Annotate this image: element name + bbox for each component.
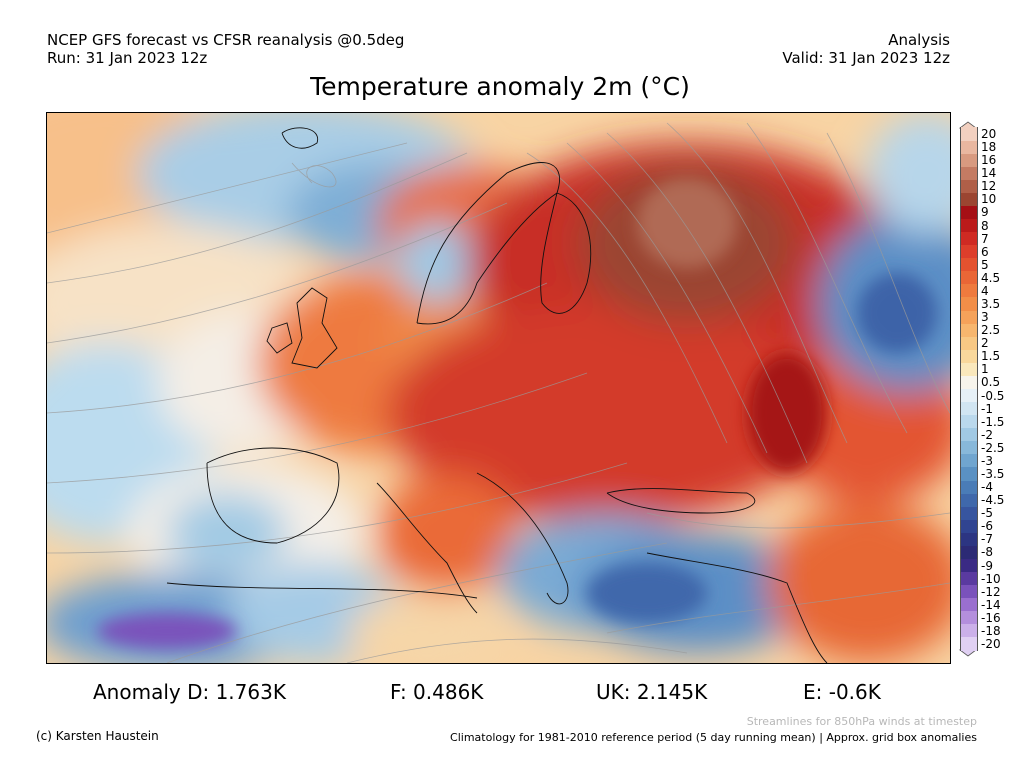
colorbar-swatch: [960, 624, 978, 638]
colorbar-swatch: [960, 454, 978, 468]
colorbar-swatch: [960, 127, 978, 141]
colorbar-swatch: [960, 258, 978, 272]
colorbar-label: -2.5: [981, 440, 1005, 455]
colorbar-label: -12: [981, 584, 1001, 599]
map-title: Temperature anomaly 2m (°C): [310, 72, 690, 101]
colorbar-label: -14: [981, 597, 1001, 612]
colorbar-swatch: [960, 637, 978, 651]
colorbar-swatch: [960, 349, 978, 363]
anomaly-uk: UK: 2.145K: [596, 680, 708, 704]
colorbar-label: 12: [981, 179, 997, 194]
colorbar-swatch: [960, 598, 978, 612]
colorbar-swatch: [960, 441, 978, 455]
anomaly-domain: Anomaly D: 1.763K: [93, 680, 286, 704]
colorbar-label: 3: [981, 310, 989, 325]
colorbar-swatch: [960, 480, 978, 494]
colorbar-label: -18: [981, 623, 1001, 638]
colorbar-label: -9: [981, 558, 993, 573]
colorbar-label: 18: [981, 140, 997, 155]
colorbar-swatch: [960, 205, 978, 219]
colorbar-label: -1: [981, 401, 993, 416]
colorbar-swatch: [960, 232, 978, 246]
colorbar-swatch: [960, 192, 978, 206]
colorbar-label: -0.5: [981, 388, 1005, 403]
colorbar-swatch: [960, 611, 978, 625]
colorbar-swatch: [960, 140, 978, 154]
colorbar-swatch: [960, 271, 978, 285]
streamline-note: Streamlines for 850hPa winds at timestep: [746, 715, 977, 728]
colorbar-swatch: [960, 284, 978, 298]
colorbar-swatch: [960, 297, 978, 311]
colorbar-swatch: [960, 585, 978, 599]
colorbar-label: -3.5: [981, 467, 1005, 481]
colorbar-swatch: [960, 545, 978, 559]
run-time: Run: 31 Jan 2023 12z: [47, 49, 208, 67]
colorbar-label: -1.5: [981, 414, 1005, 429]
colorbar-label: -4.5: [981, 493, 1005, 508]
colorbar-swatch: [960, 323, 978, 337]
colorbar-label: -20: [981, 637, 1001, 651]
colorbar-swatch: [960, 310, 978, 324]
run-info: NCEP GFS forecast vs CFSR reanalysis @0.…: [47, 31, 404, 67]
colorbar-swatch: [960, 519, 978, 533]
colorbar-swatch: [960, 389, 978, 403]
colorbar-label: 4.5: [981, 270, 1001, 285]
colorbar-label: 5: [981, 257, 989, 272]
anomaly-map-graphic: [47, 113, 950, 663]
colorbar-label: 2: [981, 336, 989, 351]
colorbar-swatch: [960, 506, 978, 520]
colorbar-swatch: [960, 375, 978, 389]
colorbar-swatch: [960, 219, 978, 233]
colorbar-label: -4: [981, 480, 993, 495]
colorbar-label: -16: [981, 610, 1001, 625]
colorbar-swatch: [960, 493, 978, 507]
colorbar-swatch: [960, 336, 978, 350]
anomaly-france: F: 0.486K: [390, 680, 484, 704]
valid-info: Analysis Valid: 31 Jan 2023 12z: [782, 31, 950, 67]
anomaly-map: [46, 112, 951, 664]
colorbar-swatch: [960, 572, 978, 586]
colorbar-swatch: [960, 559, 978, 573]
colorbar-label: 8: [981, 218, 989, 233]
colorbar-label: 4: [981, 283, 989, 298]
colorbar-label: -2: [981, 427, 993, 442]
colorbar-label: 10: [981, 192, 997, 207]
climatology-note: Climatology for 1981-2010 reference peri…: [450, 731, 977, 744]
colorbar-label: -5: [981, 506, 993, 521]
colorbar-swatch: [960, 467, 978, 481]
colorbar-label: 7: [981, 231, 989, 246]
colorbar-swatch: [960, 362, 978, 376]
copyright: (c) Karsten Haustein: [36, 729, 159, 743]
colorbar-label: 9: [981, 205, 989, 220]
colorbar-label: -8: [981, 545, 993, 560]
colorbar-label: 16: [981, 153, 997, 168]
analysis-label: Analysis: [888, 31, 950, 49]
colorbar-label: -10: [981, 571, 1001, 586]
colorbar-label: 14: [981, 166, 997, 181]
colorbar-swatch: [960, 532, 978, 546]
model-description: NCEP GFS forecast vs CFSR reanalysis @0.…: [47, 31, 405, 49]
colorbar-swatch: [960, 415, 978, 429]
colorbar-label: 1: [981, 362, 989, 377]
colorbar-label: -6: [981, 519, 993, 534]
colorbar-swatch: [960, 153, 978, 167]
colorbar-swatch: [960, 166, 978, 180]
colorbar-label: 2.5: [981, 323, 1001, 338]
colorbar-label: 1.5: [981, 349, 1001, 364]
colorbar-swatch: [960, 428, 978, 442]
colorbar-label: 20: [981, 127, 997, 141]
colorbar-label: 3.5: [981, 297, 1001, 311]
colorbar-swatch: [960, 179, 978, 193]
colorbar-swatch: [960, 245, 978, 259]
colorbar-swatch: [960, 402, 978, 416]
valid-time: Valid: 31 Jan 2023 12z: [782, 49, 950, 67]
anomaly-e: E: -0.6K: [803, 680, 881, 704]
colorbar-label: 0.5: [981, 375, 1001, 390]
colorbar-label: -7: [981, 532, 993, 547]
colorbar-label: -3: [981, 453, 993, 468]
colorbar-label: 6: [981, 244, 989, 259]
